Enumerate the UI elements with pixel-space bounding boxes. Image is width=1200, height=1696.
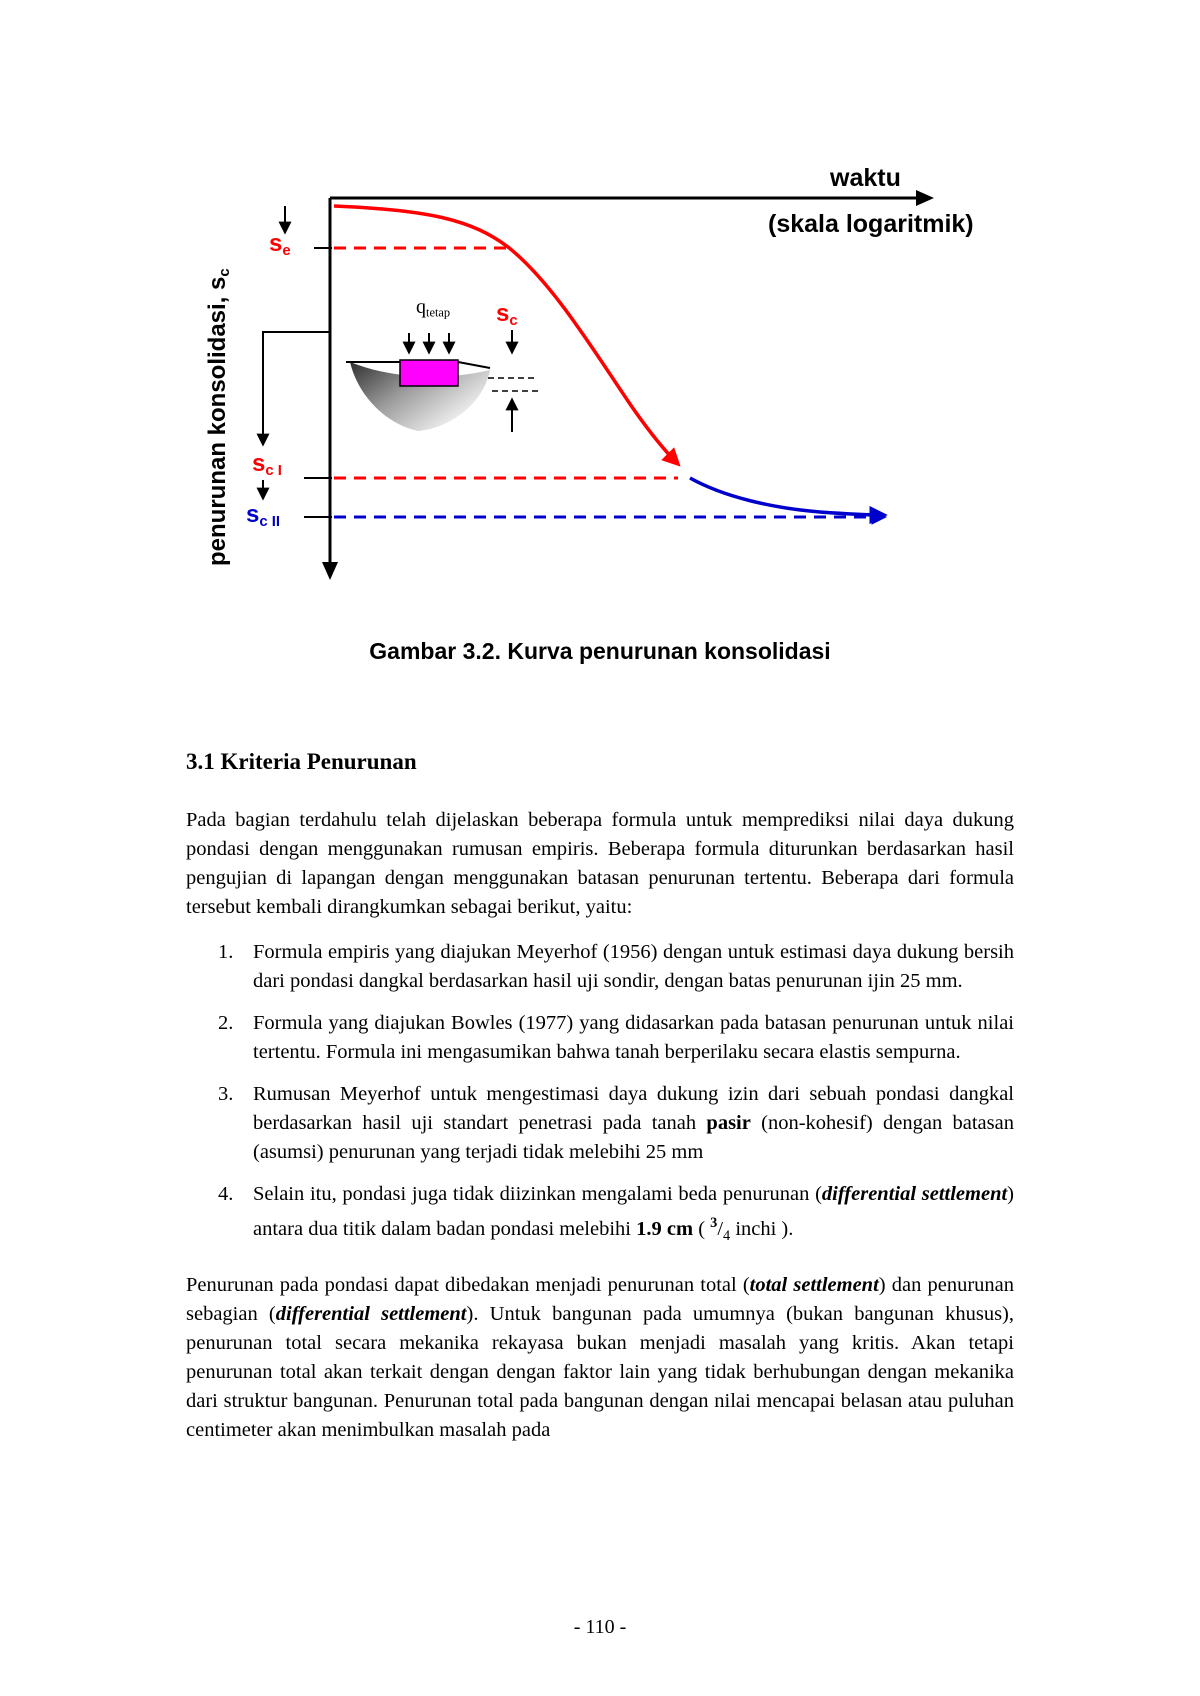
- list-number: 1.: [218, 941, 234, 963]
- list-item-1: 1. Formula empiris yang diajukan Meyerho…: [186, 938, 1014, 996]
- x-axis-title: waktu: [830, 164, 901, 193]
- page-number: - 110 -: [573, 1616, 627, 1638]
- closing-text: ). Untuk bangunan pada umumnya (bukan ba…: [186, 1302, 1015, 1441]
- consolidation-curve-svg: [256, 190, 934, 580]
- secondary-consolidation-curve: [689, 476, 888, 525]
- sc1-bracket-arrow: [256, 331, 330, 447]
- sc1-label: sc I: [252, 450, 282, 480]
- ground-line-right: [457, 361, 491, 369]
- list-number: 3.: [218, 1083, 234, 1105]
- q-load-label: qtetap: [416, 296, 451, 320]
- fraction-slash: /: [717, 1217, 724, 1240]
- fraction-denominator: 4: [723, 1227, 731, 1244]
- list-text: (non-kohesif) dengan batasan (asumsi) pe…: [253, 1112, 1014, 1163]
- list-text: Rumusan Meyerhof untuk mengestimasi daya…: [253, 1083, 1014, 1134]
- list-item-2: 2. Formula yang diajukan Bowles (1977) y…: [186, 1009, 1014, 1067]
- primary-consolidation-curve: [333, 204, 681, 467]
- list-text: Formula empiris yang diajukan Meyerhof (…: [253, 941, 1014, 992]
- fraction-numerator: 3: [710, 1215, 718, 1231]
- list-text-bold: 1.9 cm: [636, 1217, 694, 1240]
- section-heading: 3.1 Kriteria Penurunan: [186, 749, 417, 774]
- section-content: 3.1 Kriteria Penurunan Pada bagian terda…: [186, 747, 1014, 1445]
- sc2-label: sc II: [246, 501, 281, 531]
- closing-text: Penurunan pada pondasi dapat dibedakan m…: [186, 1273, 750, 1296]
- list-text: Formula yang diajukan Bowles (1977) yang…: [253, 1012, 1014, 1063]
- y-axis-title-text: penurunan konsolidasi, s: [204, 276, 231, 566]
- y-axis-title: penurunan konsolidasi, sc: [204, 268, 233, 566]
- consolidation-settlement-diagram: waktu (skala logaritmik) penurunan konso…: [0, 0, 1200, 600]
- list-text: inchi ).: [730, 1217, 794, 1240]
- list-text: (: [693, 1217, 711, 1240]
- list-text: ) antara dua titik dalam badan pondasi m…: [253, 1183, 1014, 1240]
- intro-paragraph: Pada bagian terdahulu telah dijelaskan b…: [186, 809, 1014, 918]
- list-item-3: 3. Rumusan Meyerhof untuk mengestimasi d…: [186, 1080, 1014, 1167]
- se-label: se: [269, 230, 291, 260]
- sc-inset-label: sc: [496, 300, 518, 330]
- list-text-bold-italic: differential settlement: [821, 1183, 1008, 1205]
- list-number: 2.: [218, 1012, 234, 1034]
- x-axis-subtitle-text: (skala logaritmik): [768, 210, 974, 238]
- y-axis-arrow: [322, 562, 338, 580]
- y-axis-title-subscript: c: [217, 268, 234, 277]
- closing-text: ) dan penurunan sebagian (: [186, 1273, 1014, 1325]
- list-number: 4.: [218, 1183, 234, 1205]
- closing-paragraph: Penurunan pada pondasi dapat dibedakan m…: [186, 1271, 1014, 1445]
- x-axis-subtitle: (skala logaritmik): [768, 210, 974, 239]
- closing-text-bold-italic: differential settlement: [275, 1302, 467, 1325]
- numbered-list: 1. Formula empiris yang diajukan Meyerho…: [186, 938, 1014, 1251]
- list-item-4: 4. Selain itu, pondasi juga tidak diizin…: [186, 1180, 1014, 1251]
- figure-caption: Gambar 3.2. Kurva penurunan konsolidasi: [369, 638, 831, 664]
- foundation-footing: [399, 359, 459, 387]
- closing-text-bold-italic: total settlement: [749, 1273, 879, 1296]
- list-text: Selain itu, pondasi juga tidak diizinkan…: [253, 1183, 822, 1205]
- list-text-bold: pasir: [706, 1112, 751, 1134]
- x-axis-title-text: waktu: [830, 164, 901, 192]
- x-axis-arrow: [916, 190, 934, 206]
